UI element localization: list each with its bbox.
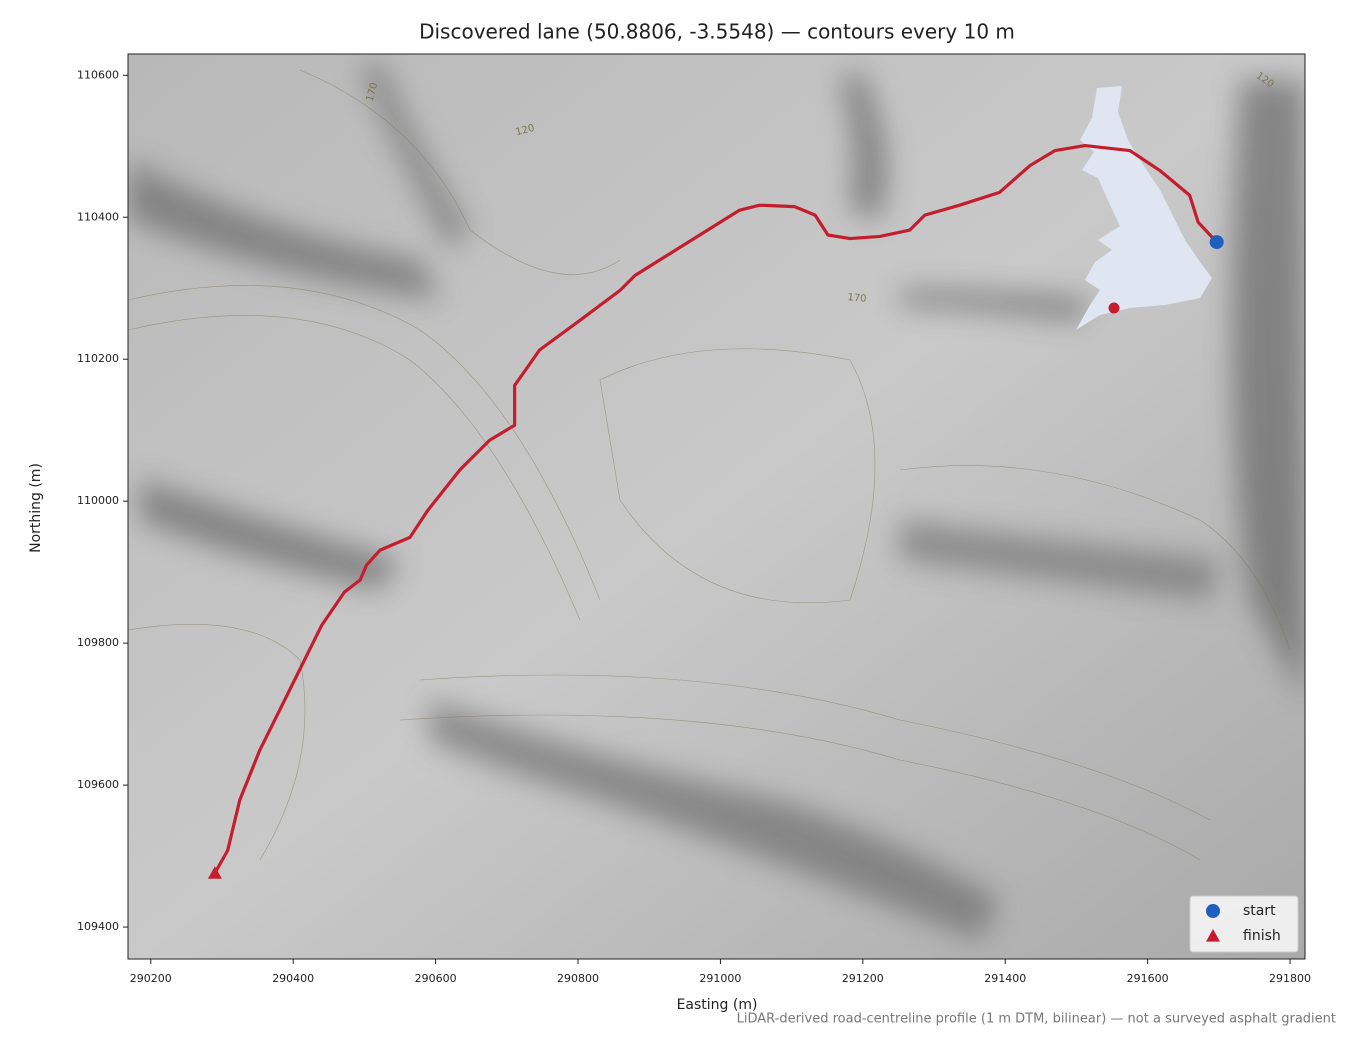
legend-label: start <box>1243 903 1276 919</box>
x-tick-label: 290200 <box>130 972 172 985</box>
x-tick-label: 291600 <box>1127 972 1169 985</box>
x-axis-label: Easting (m) <box>677 997 758 1013</box>
y-tick-label: 110000 <box>77 494 119 507</box>
contour-label: 170 <box>847 292 867 305</box>
y-tick-label: 110400 <box>77 210 119 223</box>
x-tick-label: 291200 <box>842 972 884 985</box>
x-tick-label: 291000 <box>699 972 741 985</box>
y-axis-label: Northing (m) <box>28 463 44 553</box>
hillshade <box>128 54 1305 959</box>
footnote: LiDAR-derived road-centreline profile (1… <box>737 1012 1336 1027</box>
legend-marker <box>1206 929 1220 942</box>
y-tick-label: 109800 <box>77 636 119 649</box>
y-tick-label: 109600 <box>77 778 119 791</box>
contour-label: 120 <box>514 123 535 139</box>
legend-label: finish <box>1243 928 1281 944</box>
y-tick-label: 110600 <box>77 68 119 81</box>
route-line <box>213 143 1219 875</box>
chart-title: Discovered lane (50.8806, -3.5548) — con… <box>419 20 1015 44</box>
y-tick-label: 110200 <box>77 352 119 365</box>
x-tick-label: 290600 <box>415 972 457 985</box>
plot-frame <box>127 53 1306 960</box>
marker <box>207 866 222 879</box>
contour-label: 170 <box>365 81 381 102</box>
x-tick-label: 291400 <box>984 972 1026 985</box>
y-tick-label: 109400 <box>77 920 119 933</box>
x-tick-label: 290400 <box>272 972 314 985</box>
marker <box>1209 235 1224 250</box>
x-tick-label: 291800 <box>1269 972 1311 985</box>
legend-marker <box>1206 904 1220 918</box>
x-tick-label: 290800 <box>557 972 599 985</box>
inset-location <box>1108 302 1120 314</box>
